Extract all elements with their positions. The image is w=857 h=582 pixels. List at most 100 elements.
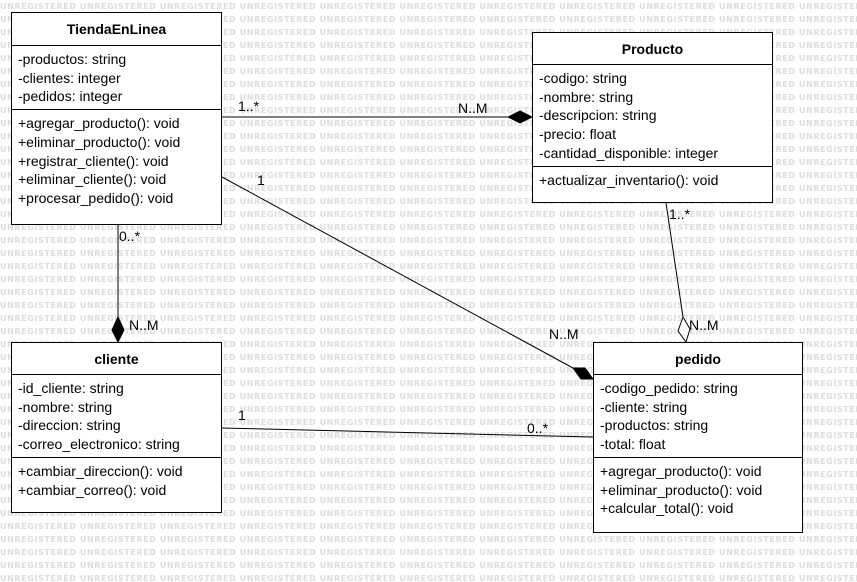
class-pedido[interactable]: pedido -codigo_pedido: string -cliente: … [593,342,803,533]
multiplicity-cliente-pedido-target: 0..* [527,420,549,436]
producto-pedido-diamond [677,315,691,344]
tienda-producto-diamond [506,110,534,124]
class-cliente[interactable]: cliente -id_cliente: string -nombre: str… [11,342,222,513]
class-pedido-attributes: -codigo_pedido: string -cliente: string … [594,375,802,457]
watermark-row: UNREGISTERED UNREGISTERED UNREGISTERED U… [0,301,857,310]
multiplicity-tienda-producto-source: 1..* [238,98,260,114]
class-tiendaenlinea-attributes: -productos: string -clientes: integer -p… [12,46,221,109]
attribute: -descripcion: string [539,107,657,124]
attribute: -direccion: string [18,417,121,434]
watermark-row: UNREGISTERED UNREGISTERED UNREGISTERED U… [0,353,857,362]
watermark-row: UNREGISTERED UNREGISTERED UNREGISTERED U… [0,184,857,193]
watermark-row: UNREGISTERED UNREGISTERED UNREGISTERED U… [0,548,857,557]
multiplicity-tienda-pedido-source: 1 [257,172,265,188]
class-producto[interactable]: Producto -codigo: string -nombre: string… [532,32,773,203]
watermark-row: UNREGISTERED UNREGISTERED UNREGISTERED U… [0,15,857,24]
attribute: -productos: string [18,51,127,67]
method: +eliminar_cliente(): void [18,171,167,188]
watermark-row: UNREGISTERED UNREGISTERED UNREGISTERED U… [0,236,857,245]
attribute: -codigo: string [539,70,627,86]
watermark-row: UNREGISTERED UNREGISTERED UNREGISTERED U… [0,418,857,427]
attribute: -codigo_pedido: string [600,380,738,396]
watermark-row: UNREGISTERED UNREGISTERED UNREGISTERED U… [0,366,857,375]
multiplicity-producto-pedido-target: N..M [689,317,719,333]
watermark-row: UNREGISTERED UNREGISTERED UNREGISTERED U… [0,327,857,336]
method: +procesar_pedido(): void [18,189,174,206]
class-pedido-methods: +agregar_producto(): void +eliminar_prod… [594,456,802,521]
watermark-row: UNREGISTERED UNREGISTERED UNREGISTERED U… [0,392,857,401]
method: +eliminar_producto(): void [18,133,181,150]
watermark-row: UNREGISTERED UNREGISTERED UNREGISTERED U… [0,2,857,11]
watermark-row: UNREGISTERED UNREGISTERED UNREGISTERED U… [0,444,857,453]
multiplicity-cliente-pedido-source: 1 [238,407,246,423]
watermark-row: UNREGISTERED UNREGISTERED UNREGISTERED U… [0,28,857,37]
attribute: -nombre: string [539,88,634,105]
multiplicity-producto-pedido-source: 1..* [669,206,691,222]
watermark-row: UNREGISTERED UNREGISTERED UNREGISTERED U… [0,54,857,63]
watermark-row: UNREGISTERED UNREGISTERED UNREGISTERED U… [0,496,857,505]
watermark-row: UNREGISTERED UNREGISTERED UNREGISTERED U… [0,457,857,466]
attribute: -precio: float [539,126,617,143]
multiplicity-tienda-pedido-target: N..M [549,326,579,342]
watermark-row: UNREGISTERED UNREGISTERED UNREGISTERED U… [0,119,857,128]
producto-pedido-line[interactable] [665,202,684,318]
method: +agregar_producto(): void [600,462,762,479]
watermark-row: UNREGISTERED UNREGISTERED UNREGISTERED U… [0,67,857,76]
watermark-row: UNREGISTERED UNREGISTERED UNREGISTERED U… [0,158,857,167]
watermark-row: UNREGISTERED UNREGISTERED UNREGISTERED U… [0,197,857,206]
watermark-row: UNREGISTERED UNREGISTERED UNREGISTERED U… [0,574,857,582]
method: +actualizar_inventario(): void [539,171,719,188]
watermark-row: UNREGISTERED UNREGISTERED UNREGISTERED U… [0,288,857,297]
tienda-cliente-diamond [111,315,125,344]
watermark-row: UNREGISTERED UNREGISTERED UNREGISTERED U… [0,262,857,271]
watermark-row: UNREGISTERED UNREGISTERED UNREGISTERED U… [0,41,857,50]
attribute: -correo_electronico: string [18,436,180,453]
class-tiendaenlinea[interactable]: TiendaEnLinea -productos: string -client… [11,12,222,225]
attribute: -nombre: string [18,398,113,415]
watermark-row: UNREGISTERED UNREGISTERED UNREGISTERED U… [0,210,857,219]
method: +agregar_producto(): void [18,115,180,132]
attribute: -productos: string [600,417,709,434]
multiplicity-tienda-cliente-target: N..M [129,317,159,333]
watermark-row: UNREGISTERED UNREGISTERED UNREGISTERED U… [0,145,857,154]
class-tiendaenlinea-methods: +agregar_producto(): void +eliminar_prod… [12,109,221,211]
watermark-row: UNREGISTERED UNREGISTERED UNREGISTERED U… [0,223,857,232]
class-cliente-methods: +cambiar_direccion(): void +cambiar_corr… [12,456,221,502]
class-producto-name: Producto [533,33,772,65]
method: +cambiar_correo(): void [18,481,167,498]
class-pedido-name: pedido [594,343,802,375]
method: +registrar_cliente(): void [18,152,169,169]
attribute: -cliente: string [600,398,688,415]
watermark-row: UNREGISTERED UNREGISTERED UNREGISTERED U… [0,509,857,518]
watermark-row: UNREGISTERED UNREGISTERED UNREGISTERED U… [0,275,857,284]
watermark-row: UNREGISTERED UNREGISTERED UNREGISTERED U… [0,132,857,141]
watermark-row: UNREGISTERED UNREGISTERED UNREGISTERED U… [0,470,857,479]
watermark-row: UNREGISTERED UNREGISTERED UNREGISTERED U… [0,431,857,440]
watermark-row: UNREGISTERED UNREGISTERED UNREGISTERED U… [0,93,857,102]
watermark-row: UNREGISTERED UNREGISTERED UNREGISTERED U… [0,249,857,258]
watermark-row: UNREGISTERED UNREGISTERED UNREGISTERED U… [0,314,857,323]
class-cliente-attributes: -id_cliente: string -nombre: string -dir… [12,375,221,457]
class-producto-attributes: -codigo: string -nombre: string -descrip… [533,65,772,166]
watermark-row: UNREGISTERED UNREGISTERED UNREGISTERED U… [0,340,857,349]
attribute: -pedidos: integer [18,88,123,105]
tienda-pedido-diamond [572,367,594,380]
watermark-row: UNREGISTERED UNREGISTERED UNREGISTERED U… [0,80,857,89]
watermark-row: UNREGISTERED UNREGISTERED UNREGISTERED U… [0,483,857,492]
multiplicity-tienda-cliente-source: 0..* [119,228,141,244]
cliente-pedido-line[interactable] [221,427,594,438]
class-cliente-name: cliente [12,343,221,375]
multiplicity-tienda-producto-target: N..M [458,100,488,116]
watermark-row: UNREGISTERED UNREGISTERED UNREGISTERED U… [0,379,857,388]
watermark-row: UNREGISTERED UNREGISTERED UNREGISTERED U… [0,535,857,544]
method: +eliminar_producto(): void [600,481,763,498]
attribute: -cantidad_disponible: integer [539,144,719,161]
class-producto-methods: +actualizar_inventario(): void [533,165,772,193]
method: +calcular_total(): void [600,500,734,517]
attribute: -total: float [600,436,666,453]
watermark-row: UNREGISTERED UNREGISTERED UNREGISTERED U… [0,405,857,414]
tienda-pedido-line[interactable] [221,176,574,369]
attribute: -clientes: integer [18,69,121,86]
